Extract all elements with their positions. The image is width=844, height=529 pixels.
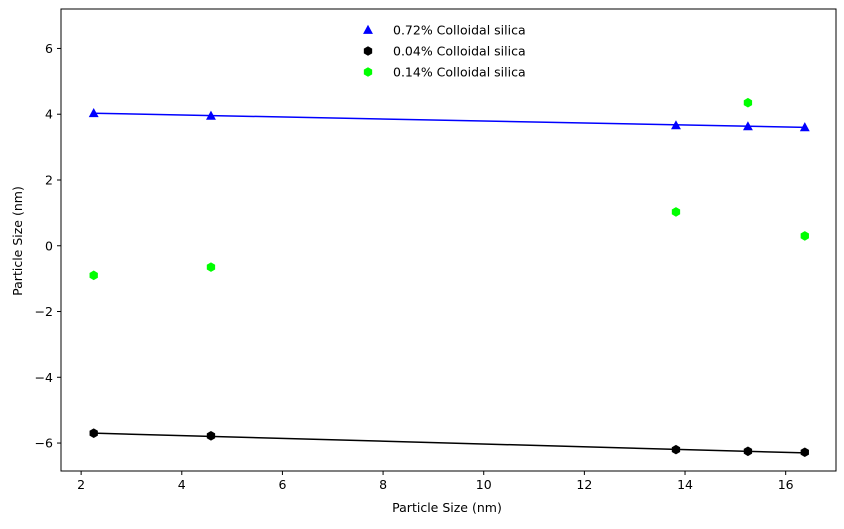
x-tick-label: 6 (278, 477, 286, 492)
y-tick-label: 4 (45, 107, 53, 122)
plot-border (60, 8, 837, 472)
legend-marker-series-1 (363, 46, 373, 56)
x-tick-label: 2 (77, 477, 85, 492)
x-tick-label: 8 (379, 477, 387, 492)
y-tick-label: −4 (35, 370, 53, 385)
x-tick-label: 14 (677, 477, 693, 492)
fit-line-series-1 (93, 432, 805, 454)
y-axis-ticks: −6 −4 −2 0 2 4 6 (35, 41, 61, 451)
y-tick-label: 6 (45, 41, 53, 56)
legend-marker-series-2 (363, 67, 373, 77)
legend: 0.72% Colloidal silica 0.04% Colloidal si… (363, 23, 526, 80)
x-tick-label: 16 (778, 477, 794, 492)
data-point-series-2 (743, 97, 753, 108)
data-point-series-1 (671, 444, 681, 455)
data-point-series-1 (743, 446, 753, 457)
y-tick-label: 2 (45, 172, 53, 187)
legend-marker-series-0 (363, 24, 373, 34)
data-point-series-0 (742, 121, 753, 131)
legend-label-series-1: 0.04% Colloidal silica (393, 44, 526, 59)
data-point-series-2 (89, 270, 98, 281)
legend-label-series-2: 0.14% Colloidal silica (393, 65, 526, 80)
y-axis-label: Particle Size (nm) (10, 186, 25, 296)
y-tick-label: −2 (35, 304, 53, 319)
legend-label-series-0: 0.72% Colloidal silica (393, 23, 526, 38)
x-tick-label: 4 (178, 477, 186, 492)
data-point-series-2 (671, 207, 681, 217)
data-point-series-0 (799, 122, 810, 132)
data-point-series-0 (88, 108, 99, 118)
x-tick-label: 10 (476, 477, 492, 492)
data-point-series-2 (800, 231, 809, 241)
data-point-series-1 (206, 431, 216, 441)
data-point-series-2 (206, 262, 216, 272)
plot-area (60, 8, 837, 472)
data-point-series-1 (89, 428, 98, 438)
x-axis-ticks: 2 4 6 8 10 12 14 16 (77, 471, 794, 492)
data-point-series-1 (800, 447, 809, 458)
x-axis-label: Particle Size (nm) (392, 500, 502, 515)
y-tick-label: 0 (45, 238, 53, 253)
data-points (88, 97, 810, 458)
data-point-series-0 (206, 110, 216, 120)
fit-line-series-0 (93, 112, 805, 129)
y-tick-label: −6 (35, 436, 53, 451)
fit-lines (93, 112, 805, 454)
data-point-series-0 (671, 120, 681, 130)
x-tick-label: 12 (576, 477, 592, 492)
